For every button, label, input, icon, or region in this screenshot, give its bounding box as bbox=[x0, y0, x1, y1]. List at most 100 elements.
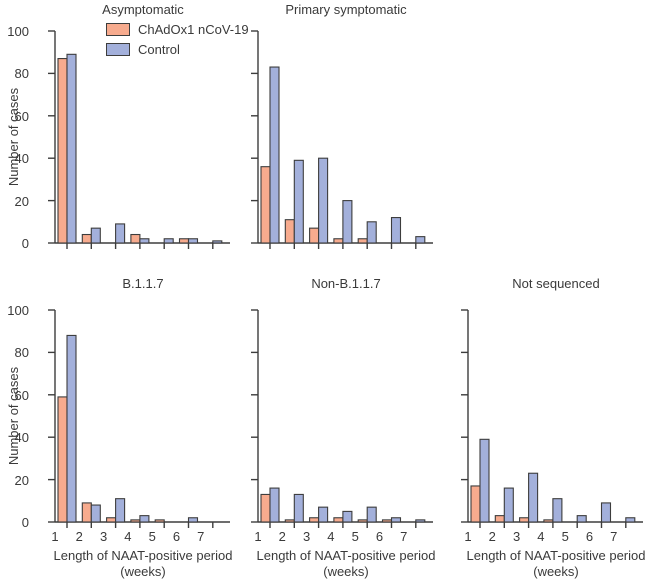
bar-chadox1-week2 bbox=[494, 515, 505, 523]
bar-chadox1-week2 bbox=[81, 502, 92, 523]
bar-chadox1-week5 bbox=[357, 519, 368, 523]
x-tick-label: 1 bbox=[51, 529, 59, 544]
bar-chadox1-week5 bbox=[154, 519, 165, 523]
panel-title-asymptomatic: Asymptomatic bbox=[102, 2, 184, 17]
y-tick-label: 20 bbox=[14, 472, 29, 488]
bar-chadox1-week3 bbox=[106, 517, 117, 523]
bar-chadox1-week3 bbox=[309, 227, 320, 244]
bar-control-week7 bbox=[415, 236, 426, 244]
bar-chadox1-week4 bbox=[130, 233, 141, 244]
bar-control-week7 bbox=[212, 240, 223, 244]
bar-control-week2 bbox=[503, 487, 514, 523]
bar-chadox1-week4 bbox=[333, 517, 344, 523]
bar-control-week4 bbox=[139, 515, 150, 523]
x-tick-label: 6 bbox=[375, 529, 384, 544]
x-tick-label: 2 bbox=[488, 529, 496, 544]
y-tick-label: 40 bbox=[14, 430, 29, 446]
bar-control-week1 bbox=[479, 438, 490, 523]
bar-control-week3 bbox=[318, 506, 329, 523]
x-tick-label: 3 bbox=[512, 529, 521, 544]
x-tick-label: 7 bbox=[197, 529, 205, 544]
bar-control-week4 bbox=[552, 498, 563, 523]
y-tick-label: 100 bbox=[7, 303, 29, 318]
legend: ChAdOx1 nCoV-19 Control bbox=[106, 22, 249, 62]
bar-control-week2 bbox=[293, 493, 304, 523]
y-tick-label: 0 bbox=[21, 515, 29, 530]
y-tick-label: 60 bbox=[14, 387, 29, 403]
bar-control-week6 bbox=[187, 238, 199, 244]
bar-control-week1 bbox=[66, 334, 77, 523]
bar-chadox1-week1 bbox=[260, 166, 271, 244]
x-tick-label: 2 bbox=[75, 529, 83, 544]
bar-control-week5 bbox=[366, 221, 377, 244]
bar-control-week6 bbox=[600, 502, 612, 523]
x-axis-label-line1: Length of NAAT-positive period bbox=[466, 548, 645, 563]
bar-control-week5 bbox=[576, 515, 587, 523]
x-tick-label: 4 bbox=[537, 529, 545, 544]
x-axis-label-line2: (weeks) bbox=[323, 564, 369, 579]
legend-label-control: Control bbox=[138, 42, 180, 57]
bar-control-week1 bbox=[269, 487, 280, 523]
y-tick-label: 80 bbox=[14, 66, 29, 82]
bar-chadox1-week2 bbox=[81, 233, 92, 244]
x-tick-label: 7 bbox=[610, 529, 618, 544]
x-tick-label: 1 bbox=[254, 529, 262, 544]
bar-chadox1-week4 bbox=[333, 238, 344, 244]
bar-chadox1-week6 bbox=[178, 238, 190, 244]
bar-chadox1-week5 bbox=[357, 238, 368, 244]
x-tick-label: 2 bbox=[278, 529, 286, 544]
x-tick-label: 4 bbox=[327, 529, 335, 544]
x-axis-label-line2: (weeks) bbox=[120, 564, 166, 579]
bar-control-week3 bbox=[528, 472, 539, 523]
panel-title-primary-symptomatic: Primary symptomatic bbox=[285, 2, 407, 17]
x-tick-label: 3 bbox=[302, 529, 311, 544]
panel-title-b117: B.1.1.7 bbox=[122, 276, 164, 291]
bar-chadox1-week3 bbox=[309, 517, 320, 523]
x-axis-label-line1: Length of NAAT-positive period bbox=[53, 548, 233, 563]
y-tick-label: 40 bbox=[14, 151, 29, 167]
y-axis-label-bottom-row: Number of cases bbox=[6, 366, 21, 466]
x-tick-label: 6 bbox=[172, 529, 181, 544]
bar-chadox1-week1 bbox=[57, 58, 68, 244]
bar-control-week4 bbox=[342, 200, 353, 244]
panel-b117-chart bbox=[48, 309, 230, 528]
bar-control-week5 bbox=[163, 238, 174, 244]
y-tick-label: 0 bbox=[21, 236, 29, 251]
bar-chadox1-week6 bbox=[381, 519, 393, 523]
y-tick-label: 100 bbox=[7, 24, 29, 39]
panel-primary-symptomatic-chart bbox=[251, 30, 433, 249]
legend-label-chadox1: ChAdOx1 nCoV-19 bbox=[138, 22, 249, 37]
bar-chadox1-week1 bbox=[260, 493, 271, 523]
x-tick-label: 6 bbox=[585, 529, 594, 544]
bar-control-week2 bbox=[90, 227, 101, 244]
bar-control-week2 bbox=[293, 159, 304, 244]
bar-control-week4 bbox=[139, 238, 150, 244]
bar-chadox1-week1 bbox=[470, 485, 481, 523]
y-axis-label-top-row: Number of cases bbox=[6, 87, 21, 187]
legend-swatch-control bbox=[106, 43, 130, 56]
bar-control-week3 bbox=[115, 223, 126, 244]
bar-control-week3 bbox=[318, 157, 329, 244]
bar-control-week5 bbox=[366, 506, 377, 523]
panel-title-non-b117: Non-B.1.1.7 bbox=[311, 276, 381, 291]
panel-not-sequenced-chart bbox=[461, 309, 643, 528]
x-tick-label: 4 bbox=[124, 529, 132, 544]
bar-chadox1-week1 bbox=[57, 396, 68, 523]
bar-chadox1-week3 bbox=[519, 517, 530, 523]
x-axis-label-not-sequenced: Length of NAAT-positive period (weeks) bbox=[446, 548, 645, 580]
bar-chadox1-week4 bbox=[130, 519, 141, 523]
legend-item-control: Control bbox=[106, 42, 249, 57]
bar-control-week4 bbox=[342, 510, 353, 523]
bar-control-week6 bbox=[187, 517, 199, 523]
bar-chadox1-week2 bbox=[284, 519, 295, 523]
bar-control-week3 bbox=[115, 498, 126, 523]
bar-control-week1 bbox=[269, 66, 280, 244]
bar-control-week6 bbox=[390, 217, 402, 244]
legend-item-chadox1: ChAdOx1 nCoV-19 bbox=[106, 22, 249, 37]
bar-chadox1-week2 bbox=[284, 219, 295, 244]
x-axis-label-line2: (weeks) bbox=[533, 564, 579, 579]
x-tick-label: 3 bbox=[99, 529, 108, 544]
y-tick-label: 80 bbox=[14, 345, 29, 361]
panel-title-not-sequenced: Not sequenced bbox=[512, 276, 600, 291]
